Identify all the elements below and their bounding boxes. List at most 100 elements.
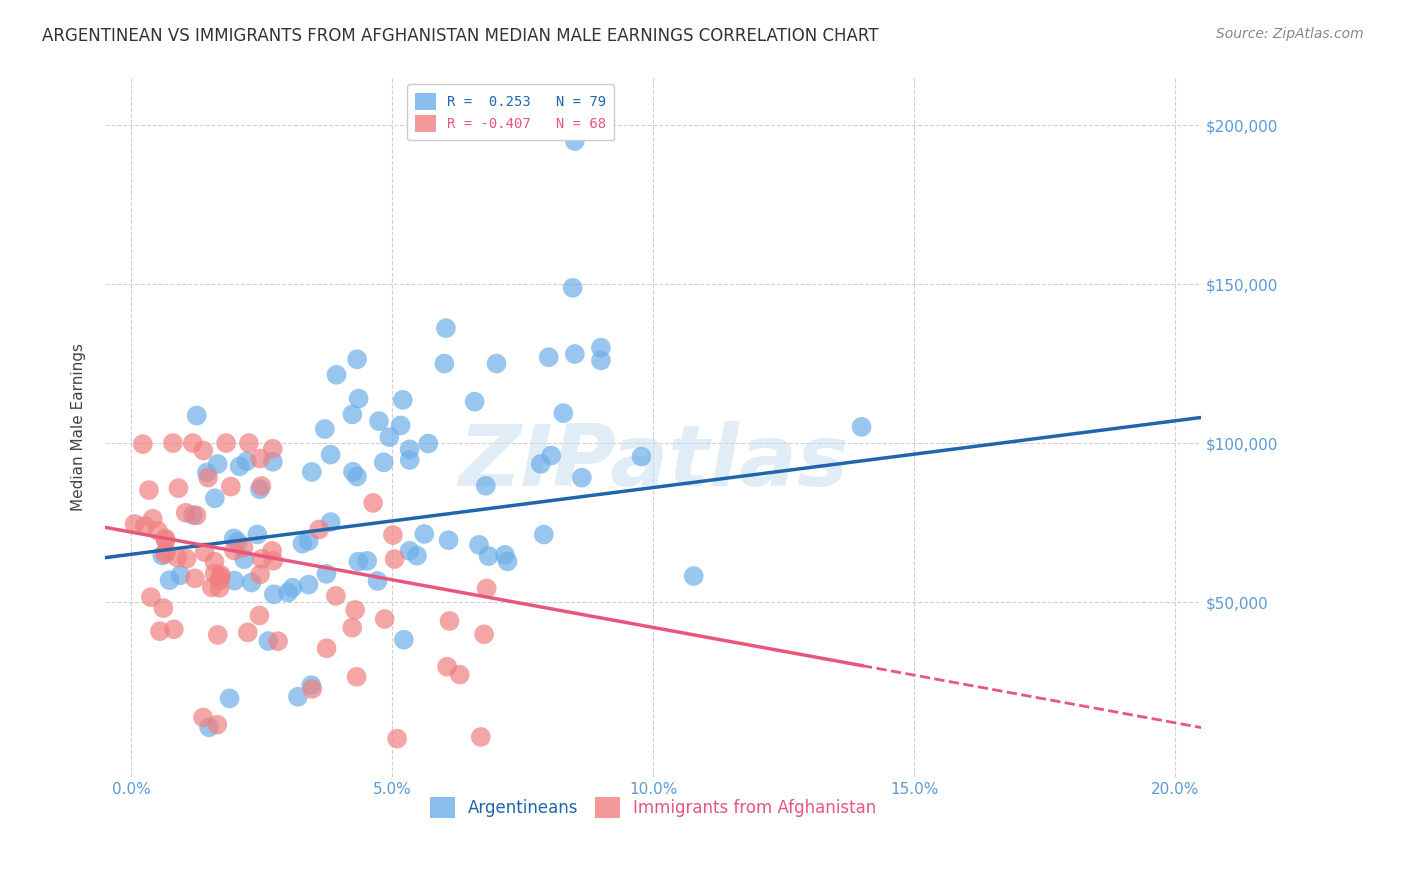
Point [167, 481, 190, 495]
Point [314, 422, 336, 436]
Point [238, 436, 260, 450]
Point [589, 353, 612, 368]
Point [132, 437, 155, 451]
Point [540, 449, 562, 463]
Point [149, 624, 172, 639]
Point [418, 436, 440, 450]
Point [150, 549, 173, 563]
Point [208, 574, 231, 588]
Point [249, 567, 271, 582]
Point [207, 717, 229, 731]
Legend: Argentineans, Immigrants from Afghanistan: Argentineans, Immigrants from Afghanista… [423, 791, 883, 824]
Point [262, 544, 284, 558]
Point [235, 454, 257, 468]
Point [325, 589, 347, 603]
Point [319, 515, 342, 529]
Point [226, 534, 249, 549]
Point [138, 483, 160, 497]
Point [215, 436, 238, 450]
Point [366, 574, 388, 588]
Point [246, 527, 269, 541]
Point [181, 436, 204, 450]
Point [298, 533, 321, 548]
Point [209, 567, 232, 582]
Point [475, 479, 498, 493]
Point [564, 134, 586, 148]
Point [155, 533, 177, 548]
Point [477, 549, 499, 563]
Point [470, 730, 492, 744]
Point [152, 601, 174, 615]
Point [181, 508, 204, 522]
Point [222, 543, 245, 558]
Point [325, 368, 347, 382]
Point [240, 575, 263, 590]
Point [561, 281, 583, 295]
Point [146, 524, 169, 538]
Point [398, 544, 420, 558]
Point [381, 528, 404, 542]
Point [263, 587, 285, 601]
Point [155, 545, 177, 559]
Point [342, 621, 364, 635]
Point [373, 455, 395, 469]
Point [249, 608, 271, 623]
Point [434, 321, 457, 335]
Point [385, 731, 408, 746]
Point [437, 533, 460, 548]
Point [209, 570, 232, 584]
Point [198, 720, 221, 734]
Point [201, 580, 224, 594]
Point [374, 612, 396, 626]
Point [249, 482, 271, 496]
Point [384, 552, 406, 566]
Point [228, 459, 250, 474]
Point [222, 532, 245, 546]
Point [391, 392, 413, 407]
Text: ZIPatlas: ZIPatlas [458, 421, 848, 504]
Point [356, 554, 378, 568]
Point [236, 625, 259, 640]
Point [389, 418, 412, 433]
Point [262, 442, 284, 456]
Point [139, 590, 162, 604]
Point [368, 414, 391, 428]
Point [449, 667, 471, 681]
Point [233, 552, 256, 566]
Point [342, 465, 364, 479]
Point [392, 632, 415, 647]
Point [297, 577, 319, 591]
Point [361, 496, 384, 510]
Point [197, 470, 219, 484]
Point [475, 582, 498, 596]
Point [398, 442, 420, 457]
Point [533, 527, 555, 541]
Point [319, 448, 342, 462]
Point [301, 465, 323, 479]
Point [851, 420, 873, 434]
Point [406, 549, 429, 563]
Point [315, 641, 337, 656]
Point [250, 479, 273, 493]
Point [530, 457, 553, 471]
Point [232, 541, 254, 555]
Point [162, 436, 184, 450]
Point [124, 516, 146, 531]
Point [219, 480, 242, 494]
Point [169, 568, 191, 582]
Point [589, 341, 612, 355]
Point [468, 538, 491, 552]
Point [166, 550, 188, 565]
Point [191, 710, 214, 724]
Point [204, 566, 226, 581]
Point [281, 581, 304, 595]
Point [267, 634, 290, 648]
Y-axis label: Median Male Earnings: Median Male Earnings [72, 343, 86, 511]
Point [159, 573, 181, 587]
Point [186, 409, 208, 423]
Point [553, 406, 575, 420]
Point [630, 450, 652, 464]
Point [436, 659, 458, 673]
Point [299, 678, 322, 692]
Point [472, 627, 495, 641]
